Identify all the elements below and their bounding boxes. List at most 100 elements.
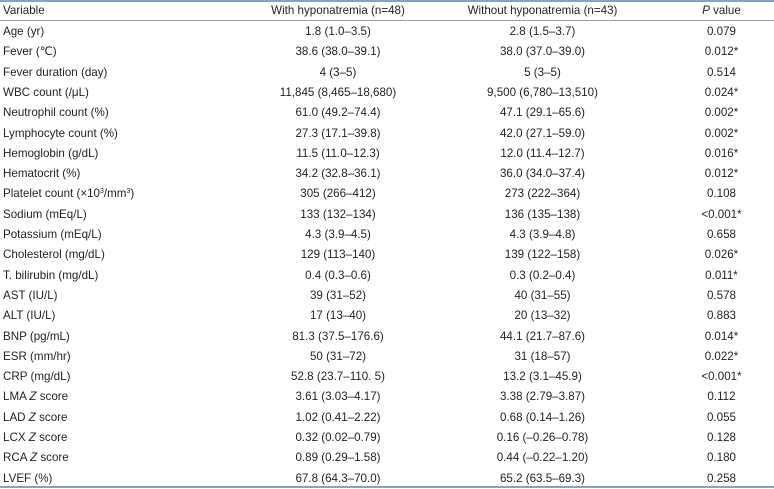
variable-text: Hematocrit (%): [3, 167, 81, 181]
cell-with-hyponatremia: 50 (31–72): [309, 349, 367, 363]
header-variable: Variable: [3, 4, 45, 17]
cell-with-hyponatremia: 27.3 (17.1–39.8): [295, 126, 381, 140]
cell-without-hyponatremia: 139 (122–158): [504, 248, 581, 262]
cell-with-hyponatremia: 133 (132–134): [300, 207, 376, 221]
variable-text: score: [35, 431, 68, 444]
variable-text: score: [36, 390, 69, 404]
table-row: LVEF (%) 67.8 (64.3–70.0) 65.2 (63.5–69.3)…: [0, 468, 774, 489]
table-row: RCA Z score 0.89 (0.29–1.58) 0.44 (–0.22–1…: [0, 447, 774, 468]
cell-p-value: 0.883: [706, 309, 736, 323]
variable-text: AST (IU/L): [3, 288, 58, 302]
cell-p-value: 0.658: [706, 228, 736, 241]
table-row: WBC count (/μL) 11,845 (8,465–18,680) 9,50…: [0, 82, 774, 103]
cell-variable: Age (yr): [3, 21, 253, 42]
cell-variable: WBC count (/μL): [3, 82, 253, 103]
table-bottom-rule: [0, 486, 774, 488]
cell-p-value: 0.578: [706, 288, 736, 302]
cell-without-hyponatremia: 40 (31–55): [514, 288, 571, 302]
cell-with-hyponatremia: 4.3 (3.9–4.5): [305, 228, 371, 241]
variable-text: CRP (mg/dL): [3, 370, 71, 384]
cell-p-value: 0.112: [707, 390, 736, 404]
cell-p-value: 0.055: [706, 410, 736, 424]
cell-with-hyponatremia: 39 (31–52): [309, 288, 367, 302]
table-row: CRP (mg/dL) 52.8 (23.7–110. 5) 13.2 (3.1–4…: [0, 366, 774, 387]
cell-without-hyponatremia: 44.1 (21.7–87.6): [499, 329, 586, 343]
cell-variable: Fever duration (day): [3, 62, 253, 83]
cell-with-hyponatremia: 3.61 (3.03–4.17): [295, 390, 381, 404]
cell-variable: Sodium (mEq/L): [3, 204, 253, 225]
cell-variable: ESR (mm/hr): [3, 346, 253, 367]
variable-text: Hemoglobin (g/dL): [3, 146, 99, 160]
cell-with-hyponatremia: 52.8 (23.7–110. 5): [291, 370, 385, 384]
cell-variable: AST (IU/L): [3, 285, 253, 306]
table-row: Fever (℃) 38.6 (38.0–39.1) 38.0 (37.0–39.0…: [0, 41, 774, 62]
cell-without-hyponatremia: 9,500 (6,780–13,510): [487, 85, 598, 99]
cell-p-value: 0.128: [706, 431, 736, 444]
cell-p-value: 0.258: [706, 471, 736, 485]
variable-text: Fever duration (day): [3, 65, 108, 79]
table-row: Potassium (mEq/L) 4.3 (3.9–4.5) 4.3 (3.9–4…: [0, 224, 774, 245]
cell-without-hyponatremia: 2.8 (1.5–3.7): [509, 25, 576, 38]
table-row: T. bilirubin (mg/dL) 0.4 (0.3–0.6) 0.3 (0.…: [0, 265, 774, 286]
table-row: Platelet count (×103/mm3) 305 (266–412) 27…: [0, 183, 774, 204]
table-row: LAD Z score 1.02 (0.41–2.22) 0.68 (0.14–1.…: [0, 407, 774, 428]
cell-p-value: 0.002*: [704, 106, 739, 120]
variable-text: Sodium (mEq/L): [3, 207, 87, 221]
cell-variable: Neutrophil count (%): [3, 102, 253, 123]
cell-without-hyponatremia: 136 (135–138): [504, 207, 581, 221]
cell-without-hyponatremia: 0.44 (–0.22–1.20): [496, 451, 589, 465]
cell-variable: RCA Z score: [3, 447, 253, 468]
table-row: LMA Z score 3.61 (3.03–4.17) 3.38 (2.79–3.…: [0, 386, 774, 407]
cell-variable: LAD Z score: [3, 407, 253, 428]
cell-p-value: <0.001*: [701, 207, 742, 221]
cell-variable: LMA Z score: [3, 386, 253, 407]
table-row: Lymphocyte count (%) 27.3 (17.1–39.8) 42.0…: [0, 123, 774, 144]
header-with-hyponatremia: With hyponatremia (n=48): [271, 4, 405, 17]
header-p-italic: P: [702, 4, 710, 17]
header-without-hyponatremia: Without hyponatremia (n=43): [467, 4, 618, 17]
table-row: LCX Z score 0.32 (0.02–0.79) 0.16 (–0.26–0…: [0, 427, 774, 448]
table-row: ALT (IU/L) 17 (13–40) 20 (13–32) 0.883: [0, 305, 774, 326]
cell-with-hyponatremia: 81.3 (37.5–176.6): [292, 329, 384, 343]
variable-text: Z: [28, 431, 36, 444]
variable-text: Fever (℃): [3, 45, 57, 59]
variable-text: score: [35, 410, 68, 424]
cell-without-hyponatremia: 0.3 (0.2–0.4): [509, 268, 576, 282]
cell-without-hyponatremia: 0.16 (–0.26–0.78): [496, 431, 589, 444]
variable-text: Lymphocyte count (%): [3, 126, 118, 140]
cell-without-hyponatremia: 42.0 (27.1–59.0): [499, 126, 586, 140]
table-row: Fever duration (day) 4 (3–5) 5 (3–5) 0.514: [0, 62, 774, 83]
cell-with-hyponatremia: 0.89 (0.29–1.58): [295, 451, 381, 465]
variable-text: T. bilirubin (mg/dL): [3, 268, 99, 282]
cell-without-hyponatremia: 13.2 (3.1–45.9): [503, 370, 582, 384]
cell-variable: Platelet count (×103/mm3): [3, 183, 253, 204]
variable-text: ): [130, 187, 135, 201]
table-row: Hemoglobin (g/dL) 11.5 (11.0–12.3) 12.0 (1…: [0, 143, 774, 164]
cell-without-hyponatremia: 47.1 (29.1–65.6): [499, 106, 586, 120]
cell-without-hyponatremia: 20 (13–32): [514, 309, 571, 323]
cell-p-value: 0.024*: [704, 85, 739, 99]
cell-without-hyponatremia: 38.0 (37.0–39.0): [499, 45, 586, 59]
variable-text: Cholesterol (mg/dL): [3, 248, 105, 262]
table-top-rule: [0, 0, 774, 2]
variable-text: LMA: [3, 390, 30, 404]
cell-variable: Hematocrit (%): [3, 163, 253, 184]
cell-without-hyponatremia: 0.68 (0.14–1.26): [499, 410, 586, 424]
cell-without-hyponatremia: 36.0 (34.0–37.4): [499, 167, 586, 181]
cell-p-value: 0.002*: [704, 126, 739, 140]
table-header-rule: [0, 20, 774, 21]
variable-text: RCA: [3, 451, 31, 465]
cell-p-value: 0.012*: [704, 45, 739, 59]
variable-text: /mm: [103, 187, 127, 201]
cell-p-value: 0.011*: [705, 268, 738, 282]
superscript-text: 3: [100, 188, 104, 196]
cell-without-hyponatremia: 4.3 (3.9–4.8): [509, 228, 576, 241]
cell-with-hyponatremia: 34.2 (32.8–36.1): [295, 167, 381, 181]
variable-text: Age (yr): [3, 25, 45, 38]
variable-text: Z: [30, 451, 38, 465]
cell-p-value: 0.012*: [704, 167, 739, 181]
variable-text: ALT (IU/L): [3, 309, 56, 323]
variable-text: Z: [29, 390, 37, 404]
superscript-text: 3: [126, 188, 131, 196]
cell-with-hyponatremia: 129 (113–140): [300, 248, 376, 262]
